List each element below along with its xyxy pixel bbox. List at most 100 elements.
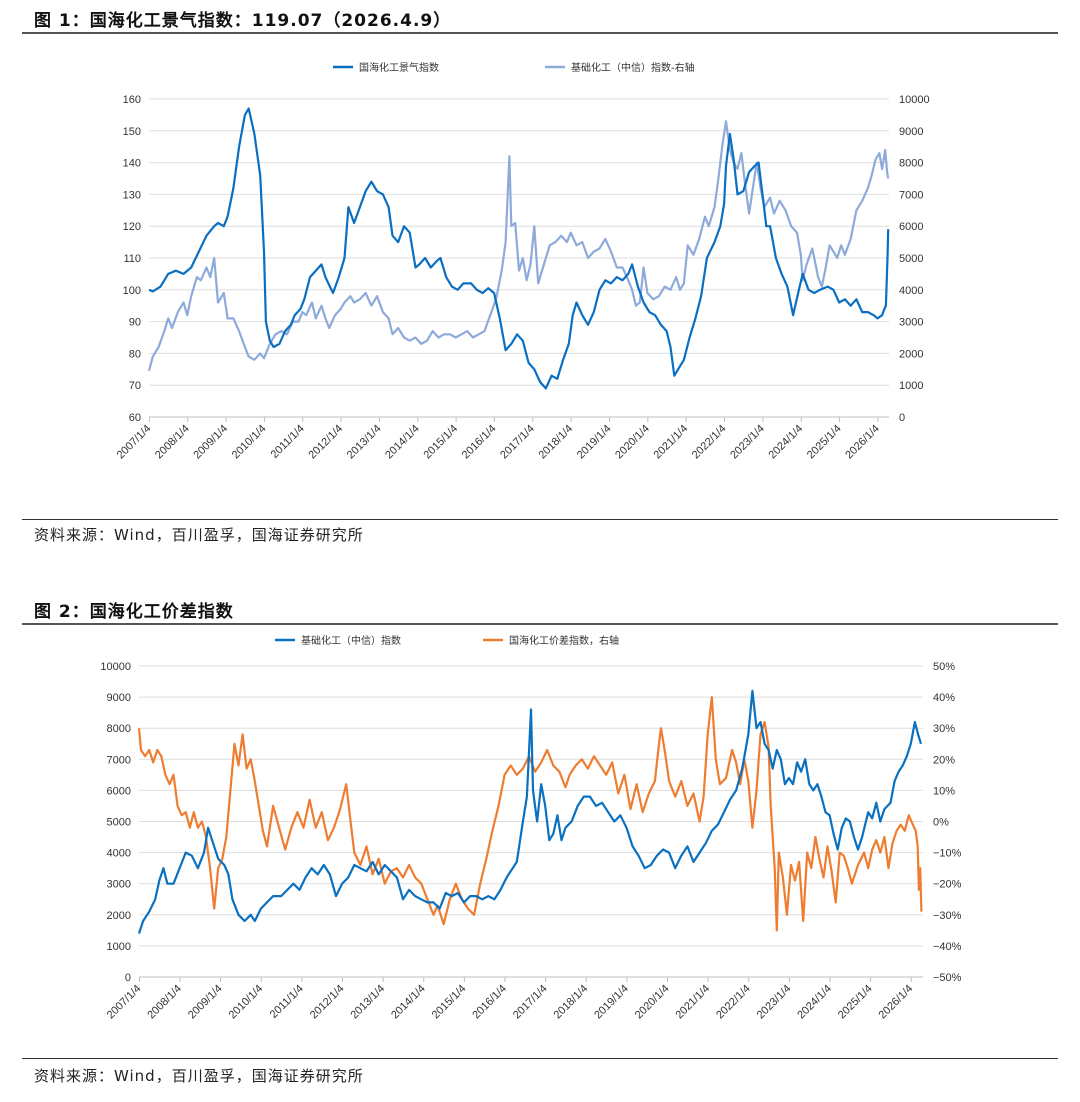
x-tick-label: 2017/1/4 — [498, 423, 537, 462]
x-tick-label: 2018/1/4 — [536, 423, 575, 462]
x-tick-label: 2014/1/4 — [383, 423, 422, 462]
chart2: 0 1000 2000 3000 4000 5000 6000 7000 8000 9000 100… — [100, 634, 962, 1022]
x-tick-label: 2021/1/4 — [673, 983, 712, 1022]
x-tick-label: 2017/1/4 — [511, 983, 550, 1022]
x-tick-label: 2007/1/4 — [115, 423, 154, 462]
x-tick-label: 2026/1/4 — [877, 983, 916, 1022]
legend-label: 基础化工（中信）指数 — [301, 634, 401, 647]
y-left-tick-label: 110 — [123, 253, 141, 265]
y-left-tick-label: 80 — [129, 348, 141, 360]
y-right-tick-label: 8000 — [899, 158, 923, 170]
x-tick-label: 2020/1/4 — [633, 983, 672, 1022]
x-tick-label: 2010/1/4 — [227, 983, 266, 1022]
series-line-1 — [137, 689, 923, 934]
y-left-tick-label: 2000 — [107, 910, 131, 922]
x-tick-label: 2025/1/4 — [805, 423, 844, 462]
y-right-tick-label: 9000 — [899, 126, 923, 138]
y-left-tick-label: 7000 — [107, 754, 131, 766]
x-tick-label: 2024/1/4 — [795, 983, 834, 1022]
y-right-tick-label: 5000 — [899, 253, 923, 265]
y-left-tick-label: 6000 — [107, 785, 131, 797]
x-tick-label: 2012/1/4 — [306, 423, 345, 462]
y-right-tick-label: 0 — [899, 412, 905, 424]
x-tick-label: 2025/1/4 — [836, 983, 875, 1022]
x-tick-label: 2008/1/4 — [153, 423, 192, 462]
y-right-tick-label: 2000 — [899, 348, 923, 360]
x-tick-label: 2011/1/4 — [268, 983, 306, 1021]
y-left-tick-label: 8000 — [107, 723, 131, 735]
y-right-tick-label: 3000 — [899, 317, 923, 329]
x-tick-label: 2016/1/4 — [460, 423, 499, 462]
y-right-tick-label: −40% — [933, 941, 962, 953]
y-left-tick-label: 70 — [129, 380, 141, 392]
y-left-tick-label: 140 — [123, 158, 141, 170]
y-left-tick-label: 130 — [123, 189, 141, 201]
x-tick-label: 2012/1/4 — [308, 983, 347, 1022]
legend-label: 国海化工价差指数，右轴 — [509, 634, 619, 647]
figure1-source: 资料来源：Wind，百川盈孚，国海证券研究所 — [34, 526, 364, 544]
legend-label: 国海化工景气指数 — [359, 61, 439, 74]
figure1-title-rule — [22, 32, 1058, 34]
y-right-tick-label: −50% — [933, 972, 962, 984]
x-tick-label: 2008/1/4 — [145, 983, 184, 1022]
x-tick-label: 2026/1/4 — [843, 423, 882, 462]
x-tick-label: 2010/1/4 — [230, 423, 269, 462]
x-tick-label: 2022/1/4 — [714, 983, 753, 1022]
y-left-tick-label: 10000 — [100, 661, 131, 673]
figure1-source-rule — [22, 519, 1058, 520]
chart1: 60 70 80 90 100 110 120 130 140 150 160 0 1000 2000 30… — [115, 61, 930, 462]
x-tick-label: 2019/1/4 — [592, 983, 631, 1022]
x-tick-label: 2007/1/4 — [105, 983, 144, 1022]
y-right-tick-label: 0% — [933, 817, 949, 829]
y-right-tick-label: 6000 — [899, 221, 923, 233]
y-right-tick-label: 4000 — [899, 285, 923, 297]
y-right-tick-label: 10000 — [899, 94, 930, 106]
y-left-tick-label: 1000 — [107, 941, 131, 953]
y-right-tick-label: 10% — [933, 785, 955, 797]
x-tick-label: 2013/1/4 — [348, 983, 387, 1022]
figure2-source: 资料来源：Wind，百川盈孚，国海证券研究所 — [34, 1067, 364, 1085]
x-tick-label: 2023/1/4 — [728, 423, 767, 462]
y-right-tick-label: −30% — [933, 910, 962, 922]
x-tick-label: 2018/1/4 — [552, 983, 591, 1022]
y-left-tick-label: 0 — [125, 972, 131, 984]
series-line-2 — [147, 120, 890, 372]
y-left-tick-label: 4000 — [107, 848, 131, 860]
figure2-source-rule — [22, 1058, 1058, 1059]
x-tick-label: 2009/1/4 — [186, 983, 225, 1022]
x-tick-label: 2014/1/4 — [389, 983, 428, 1022]
y-right-tick-label: 1000 — [899, 380, 923, 392]
x-tick-label: 2022/1/4 — [690, 423, 729, 462]
y-right-tick-label: 30% — [933, 723, 955, 735]
y-left-tick-label: 60 — [129, 412, 141, 424]
x-tick-label: 2024/1/4 — [767, 423, 806, 462]
y-left-tick-label: 160 — [123, 94, 141, 106]
x-tick-label: 2020/1/4 — [613, 423, 652, 462]
x-tick-label: 2009/1/4 — [191, 423, 230, 462]
x-tick-label: 2013/1/4 — [345, 423, 384, 462]
y-left-tick-label: 3000 — [107, 879, 131, 891]
y-right-tick-label: −20% — [933, 879, 962, 891]
y-left-tick-label: 5000 — [107, 817, 131, 829]
y-left-tick-label: 120 — [123, 221, 141, 233]
x-tick-label: 2015/1/4 — [430, 983, 469, 1022]
series-line-2 — [137, 696, 923, 932]
y-left-tick-label: 90 — [129, 317, 141, 329]
figure2-title: 图 2：国海化工价差指数 — [34, 602, 234, 622]
y-left-tick-label: 100 — [123, 285, 141, 297]
y-left-tick-label: 150 — [123, 126, 141, 138]
y-right-tick-label: −10% — [933, 848, 962, 860]
y-right-tick-label: 40% — [933, 692, 955, 704]
legend-label: 基础化工（中信）指数-右轴 — [571, 61, 695, 74]
x-tick-label: 2021/1/4 — [652, 423, 691, 462]
x-tick-label: 2016/1/4 — [470, 983, 509, 1022]
figure1-title: 图 1：国海化工景气指数：119.07（2026.4.9） — [34, 11, 452, 31]
figure2-title-rule — [22, 623, 1058, 625]
x-tick-label: 2015/1/4 — [421, 423, 460, 462]
x-tick-label: 2023/1/4 — [755, 983, 794, 1022]
x-tick-label: 2011/1/4 — [269, 423, 307, 461]
x-tick-label: 2019/1/4 — [575, 423, 614, 462]
y-right-tick-label: 20% — [933, 754, 955, 766]
y-right-tick-label: 7000 — [899, 189, 923, 201]
series-line-1 — [148, 107, 890, 390]
